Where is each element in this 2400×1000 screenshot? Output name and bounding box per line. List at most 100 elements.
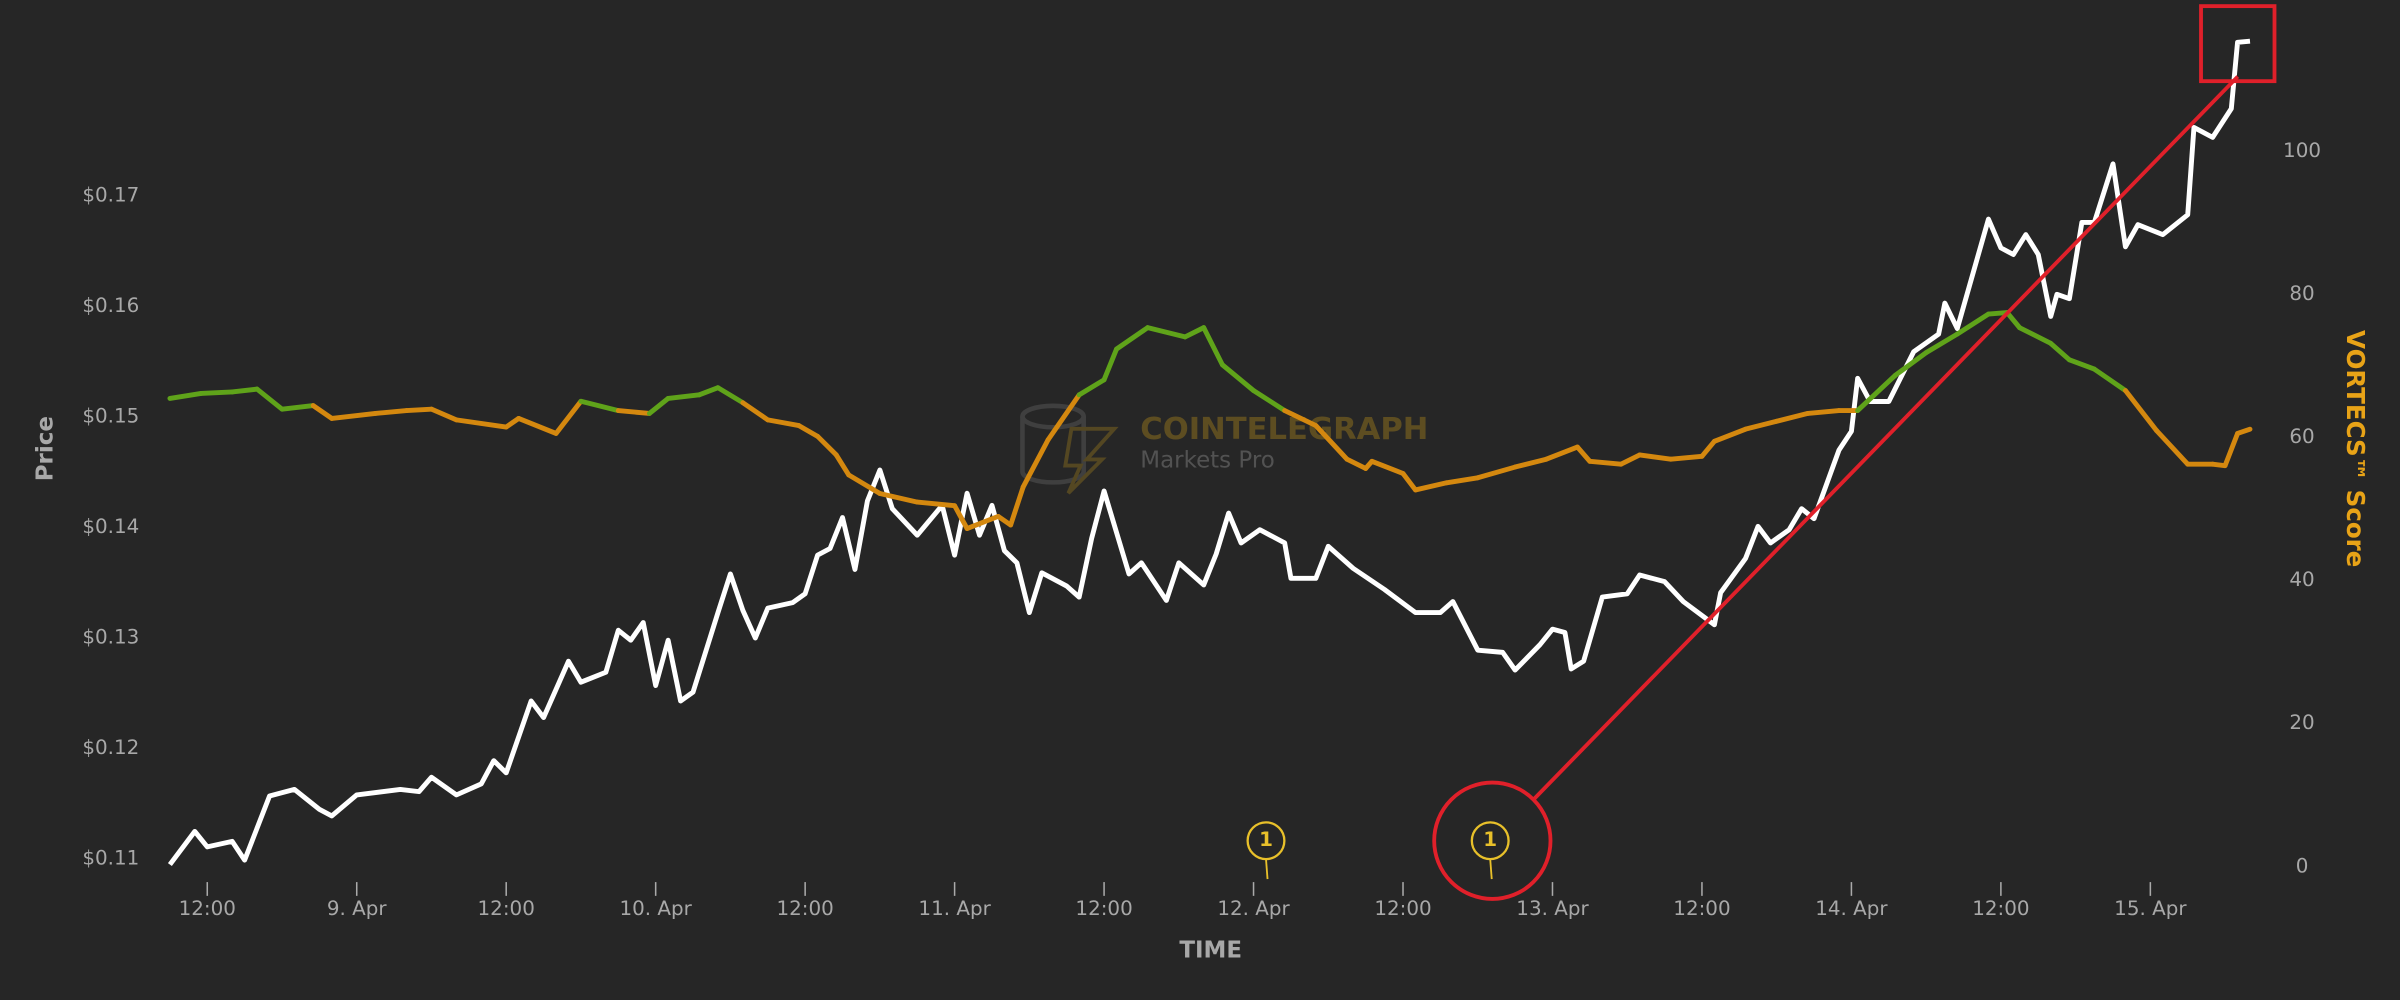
x-tick-label: 14. Apr (1815, 897, 1888, 920)
score-line-segment (1201, 325, 1225, 368)
flag-label: 1 (1483, 828, 1497, 851)
score-line-segment (665, 392, 702, 401)
score-line-segment (1743, 418, 1780, 432)
score-line-segment (715, 385, 746, 406)
x-tick-label: 13. Apr (1516, 897, 1589, 920)
score-line-segment (914, 499, 958, 509)
score-line-segment (453, 417, 509, 430)
flag-stem (1489, 859, 1493, 880)
plot-area: $0.11 $0.12 $0.13 $0.14 $0.15 $0.16 $0.17 0 20 40… (82, 38, 2321, 920)
score-line-segment (1954, 311, 1991, 337)
score-line-segment (1512, 456, 1549, 470)
score-line-segment (310, 403, 335, 421)
score-line-segment (2122, 388, 2160, 434)
price-line (167, 38, 2251, 867)
score-line-segment (1892, 350, 1929, 378)
score-line-segment (1543, 444, 1580, 462)
score-line-segment (1413, 480, 1450, 493)
score-line-segment (1637, 452, 1674, 462)
watermark-subtitle: Markets Pro (1140, 447, 1275, 473)
y-tick-label: $0.14 (82, 515, 139, 538)
highlight (1432, 4, 2277, 901)
score-line-segment (254, 386, 285, 412)
score-line-segment (1219, 362, 1256, 394)
y2-tick-label: 20 (2289, 711, 2314, 734)
score-line-segment (1251, 388, 1288, 414)
score-line-segment (796, 423, 821, 439)
score-line-segment (877, 491, 920, 505)
score-line-segment (765, 417, 802, 429)
score-line-segment (1369, 458, 1406, 476)
score-line-segment (1711, 426, 1748, 444)
score-line-segment (2066, 357, 2097, 372)
score-line-segment (1400, 471, 1418, 493)
score-line-segment (1774, 410, 1811, 424)
x-tick-label: 12:00 (1972, 897, 2029, 920)
x-tick-label: 11. Apr (918, 897, 991, 920)
y2-tick-label: 80 (2289, 282, 2314, 305)
score-line-segment (1444, 475, 1481, 486)
score-line-segment (2048, 340, 2072, 363)
score-line-segment (1475, 464, 1518, 481)
y2-axis-label: VORTECS™ Score (2341, 330, 2370, 567)
score-line-segment (578, 398, 621, 414)
score-line-segment (1114, 325, 1151, 352)
y-tick-label: $0.12 (82, 736, 139, 759)
flag-stem (1265, 859, 1269, 880)
x-tick-label: 12:00 (1673, 897, 1730, 920)
score-line-segment (429, 406, 459, 423)
y-tick-label: $0.17 (82, 183, 139, 206)
y-tick-label: $0.15 (82, 404, 139, 427)
score-line-segment (503, 415, 522, 430)
score-line-segment (815, 433, 839, 458)
score-line-segment (279, 403, 316, 412)
score-line-segment (846, 472, 883, 496)
score-line-segment (1587, 458, 1624, 467)
score-line-segment (615, 408, 652, 416)
score-line-segment (740, 400, 771, 423)
score-line-segment (1668, 453, 1705, 462)
y2-tick-label: 40 (2289, 568, 2314, 591)
y2-tick-label: 100 (2283, 139, 2321, 162)
score-line-segment (1574, 444, 1593, 464)
y2-tick-label: 60 (2289, 425, 2314, 448)
flag-marker (1470, 821, 1510, 861)
score-line-segment (964, 513, 1001, 532)
y-tick-label: $0.11 (82, 847, 139, 870)
score-line-segment (329, 410, 378, 421)
score-line-segment (404, 406, 434, 414)
score-line-segment (553, 398, 584, 436)
x-tick-label: 12:00 (179, 897, 236, 920)
x-tick-label: 15. Apr (2114, 897, 2187, 920)
score-line-segment (646, 395, 671, 416)
score-line-segment (1182, 325, 1207, 340)
score-line-segment (2154, 428, 2191, 467)
score-line-segment (1020, 437, 1051, 490)
highlight-line (1532, 75, 2240, 801)
watermark-title: COINTELEGRAPH (1140, 412, 1428, 447)
score-line-segment (1045, 392, 1082, 443)
score-line-segment (1076, 377, 1107, 398)
score-line-segment (516, 415, 559, 436)
score-line-segment (952, 503, 970, 532)
score-line-segment (2091, 366, 2128, 394)
watermark: COINTELEGRAPH Markets Pro (1020, 403, 1428, 495)
score-line-segment (696, 385, 721, 398)
x-tick-label: 9. Apr (327, 897, 388, 920)
score-line-segment (229, 386, 260, 395)
x-tick-label: 12:00 (478, 897, 535, 920)
watermark-logo (1020, 416, 1086, 485)
score-line-segment (1344, 456, 1369, 471)
x-tick-label: 12. Apr (1217, 897, 1290, 920)
y2-tick-label: 0 (2296, 854, 2309, 877)
flag-marker (1246, 821, 1286, 861)
score-line-segment (833, 452, 852, 478)
score-line-segment (2017, 325, 2054, 346)
score-line-segment (2235, 426, 2253, 436)
watermark-logo (1063, 426, 1119, 495)
x-tick-label: 10. Apr (619, 897, 692, 920)
score-line-segment (1145, 325, 1188, 340)
score-line-segment (167, 390, 204, 401)
